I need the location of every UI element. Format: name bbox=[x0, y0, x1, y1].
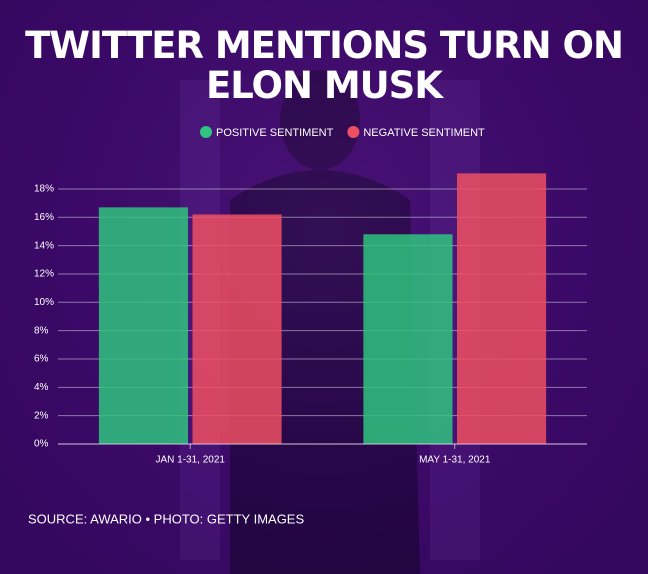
y-tick-label: 6% bbox=[34, 354, 49, 365]
y-tick-label: 12% bbox=[34, 269, 54, 280]
y-tick-label: 10% bbox=[34, 297, 54, 308]
x-tick-label: MAY 1-31, 2021 bbox=[419, 455, 491, 466]
bar bbox=[363, 234, 453, 444]
legend-label: POSITIVE SENTIMENT bbox=[216, 127, 334, 139]
x-tick-label: JAN 1-31, 2021 bbox=[156, 455, 226, 466]
legend-marker bbox=[347, 126, 360, 138]
y-tick-label: 8% bbox=[34, 325, 49, 336]
bar bbox=[98, 207, 189, 444]
bar bbox=[192, 214, 282, 444]
y-tick-label: 0% bbox=[34, 439, 49, 450]
source: SOURCE: AWARIO • PHOTO: GETTY IMAGES bbox=[28, 511, 304, 526]
chart-title: TWITTER MENTIONS TURN ON ELON MUSK bbox=[25, 24, 624, 107]
legend-marker bbox=[200, 126, 212, 138]
y-tick-label: 18% bbox=[34, 184, 54, 195]
y-tick-label: 16% bbox=[34, 212, 54, 223]
y-tick-label: 2% bbox=[34, 410, 49, 421]
y-tick-label: 14% bbox=[34, 240, 54, 251]
y-tick-label: 4% bbox=[34, 382, 49, 393]
legend-label: NEGATIVE SENTIMENT bbox=[363, 127, 485, 139]
bar bbox=[456, 173, 547, 444]
